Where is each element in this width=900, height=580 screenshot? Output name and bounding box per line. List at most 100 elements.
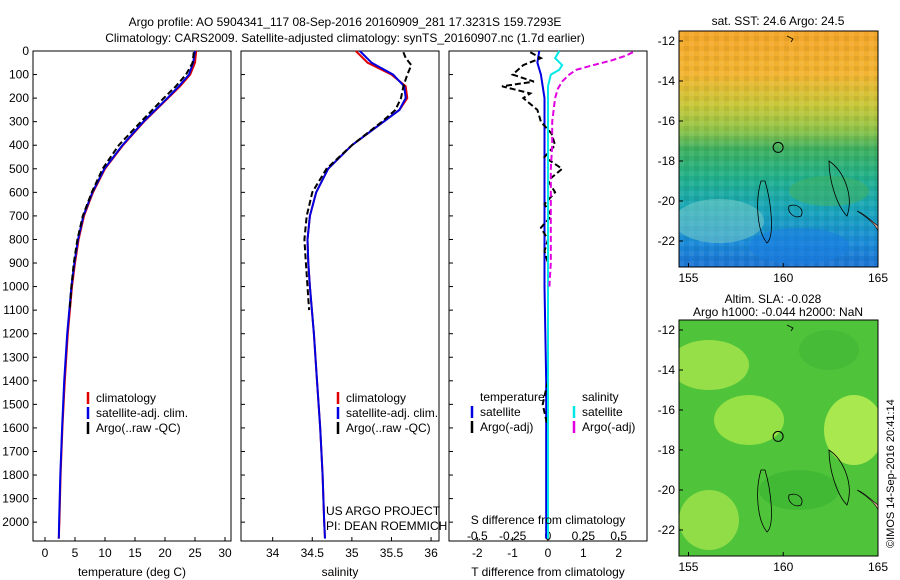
sla-patch (679, 490, 739, 550)
series-line-argo-raw-qc (68, 52, 195, 311)
map-y-tick-label: -20 (658, 194, 676, 208)
t-diff-x-label: T difference from climatology (471, 565, 625, 579)
difference-lines (501, 50, 634, 539)
y-tick-label: 1500 (2, 397, 29, 411)
x-tick-label: 34 (266, 546, 280, 560)
temperature-x-label: temperature (deg C) (78, 565, 186, 579)
temperature-legend: climatology satellite-adj. clim. Argo(..… (86, 391, 188, 435)
sla-map-ticks: 155 160 165 -12 -14 -16 -18 -20 -22 (658, 323, 889, 574)
reef-outline (786, 35, 794, 43)
bathymetry-contour (757, 180, 772, 244)
salinity-x-ticks: 34 34.5 35 35.5 36 (266, 537, 438, 560)
y-tick-label: 300 (9, 115, 29, 129)
map-x-tick-label: 155 (678, 271, 698, 285)
bathymetry-contour (788, 204, 803, 218)
t-diff-x-ticks: -2 -1 0 1 2 (472, 537, 622, 560)
x-tick-label: -2 (472, 546, 483, 560)
x-tick-label: 25 (188, 546, 202, 560)
legend-label-t-satellite: satellite (480, 405, 521, 419)
sst-map-ticks: 155 160 165 -12 -14 -16 -18 -20 -22 (658, 34, 889, 285)
map-y-tick-label: -16 (658, 114, 676, 128)
series-line-argo-raw-qc (303, 51, 413, 311)
sla-patch (824, 395, 878, 465)
salinity-profile-panel: 34 34.5 35 35.5 36 salinity climatology sate… (240, 50, 447, 579)
y-tick-label: 900 (9, 256, 29, 270)
x-tick-label: 5 (72, 546, 79, 560)
legend-header-salinity: salinity (582, 390, 619, 404)
y-tick-label: 1900 (2, 492, 29, 506)
x-tick-label: 30 (218, 546, 232, 560)
x-tick-label: 15 (128, 546, 142, 560)
figure-title-line2: Climatology: CARS2009. Satellite-adjuste… (105, 31, 585, 45)
map-x-tick-label: 165 (868, 560, 888, 574)
bathymetry-contour (828, 449, 850, 506)
y-tick-label: 1100 (3, 303, 29, 317)
legend-label-argo: Argo(..raw -QC) (346, 421, 431, 435)
sla-patch (714, 395, 784, 445)
s-tick-label: -0.25 (499, 529, 527, 543)
y-tick-label: 700 (9, 209, 29, 223)
x-tick-label: 10 (98, 546, 112, 560)
legend-label-climatology: climatology (96, 391, 156, 405)
y-tick-label: 600 (9, 185, 29, 199)
coastline (856, 210, 878, 232)
series-line-salinity-satellite (547, 50, 564, 539)
y-tick-label: 400 (9, 138, 29, 152)
sst-map-panel: sat. SST: 24.6 Argo: 24.5 (658, 14, 889, 285)
legend-label-t-argo: Argo(-adj) (480, 420, 533, 434)
temperature-lines (57, 50, 198, 539)
difference-profile-panel: -2 -1 0 1 2 -0.5 -0.25 0 0.25 0.5 T difference f… (448, 50, 648, 579)
x-tick-label: 0 (42, 546, 49, 560)
project-label: US ARGO PROJECT (326, 504, 441, 518)
y-tick-label: 2000 (2, 515, 29, 529)
y-tick-label: 500 (9, 162, 29, 176)
reef-outline (786, 324, 794, 332)
x-tick-label: 35.5 (380, 546, 404, 560)
y-tick-label: 200 (9, 91, 29, 105)
y-tick-label: 1000 (2, 280, 29, 294)
map-x-tick-label: 155 (678, 560, 698, 574)
map-y-tick-label: -12 (658, 323, 676, 337)
y-tick-label: 800 (9, 232, 29, 246)
map-x-tick-label: 160 (773, 560, 793, 574)
sla-heatmap (679, 320, 878, 556)
legend-label-s-argo: Argo(-adj) (582, 420, 635, 434)
map-y-tick-label: -14 (658, 74, 676, 88)
temperature-profile-panel: 0100200300400500600700800900100011001200… (2, 44, 232, 579)
depth-ticks: 0 100 200 300 400 500 600 700 800 900 1000 1100 1200… (2, 44, 37, 529)
map-y-tick-label: -20 (658, 483, 676, 497)
y-tick-label: 1300 (2, 350, 29, 364)
bathymetry-contour (828, 160, 850, 217)
sla-map-frame (678, 319, 879, 557)
salinity-axes-frame (240, 50, 440, 542)
difference-legend: temperature salinity satellite Argo(-adj… (470, 390, 635, 434)
series-line-temperature-satellite (536, 50, 548, 539)
series-line-temperature-argo-adj (501, 51, 564, 429)
map-x-tick-label: 160 (773, 271, 793, 285)
figure-title-line1: Argo profile: AO 5904341_117 08-Sep-2016… (129, 15, 562, 29)
profile-location-marker (772, 430, 784, 442)
sla-map-panel: Altim. SLA: -0.028 Argo h1000: -0.044 h2… (658, 292, 889, 574)
map-y-tick-label: -12 (658, 34, 676, 48)
map-y-tick-label: -22 (658, 234, 676, 248)
x-tick-label: 0 (545, 546, 552, 560)
salinity-lines (303, 50, 413, 539)
x-tick-label: 2 (615, 546, 622, 560)
profile-location-marker (772, 141, 784, 153)
s-tick-label: 0.25 (572, 529, 596, 543)
y-tick-label: 1800 (2, 468, 29, 482)
sla-map-subtitle: Argo h1000: -0.044 h2000: NaN (693, 305, 863, 319)
legend-label-argo: Argo(..raw -QC) (96, 421, 181, 435)
legend-header-temperature: temperature (480, 390, 545, 404)
coastline (856, 489, 878, 511)
series-line-satellite-adj-clim (306, 50, 407, 539)
pi-label: PI: DEAN ROEMMICH (326, 519, 447, 533)
s-diff-label: S difference from climatology (471, 513, 626, 527)
salinity-legend: climatology satellite-adj. clim. Argo(..… (336, 391, 438, 435)
x-tick-label: -1 (507, 546, 518, 560)
temperature-x-ticks: 0 5 10 15 20 25 30 (42, 537, 232, 560)
bathymetry-contour (788, 493, 803, 507)
map-x-tick-label: 165 (868, 271, 888, 285)
sst-map-frame (678, 30, 879, 268)
